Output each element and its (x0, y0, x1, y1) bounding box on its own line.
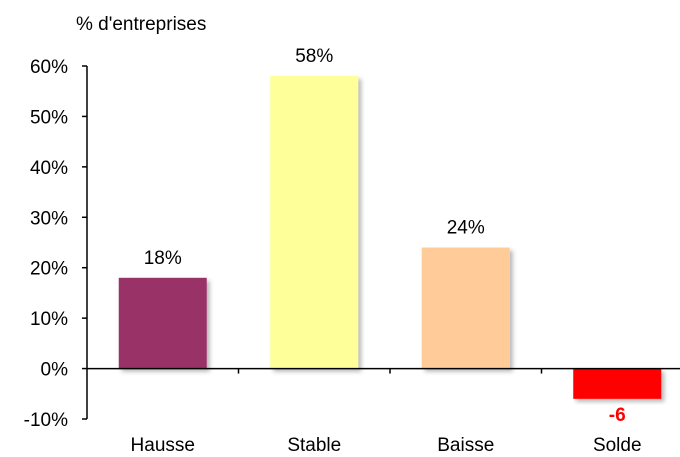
y-tick-label: 0% (41, 360, 69, 381)
bar-solde (573, 368, 662, 399)
y-axis-title: % d'entreprises (76, 14, 206, 35)
x-axis: Hausse Stable Baisse Solde (131, 435, 642, 456)
y-tick-label: 60% (30, 57, 68, 78)
x-tick-label-stable: Stable (287, 435, 341, 456)
bar-baisse (421, 247, 510, 369)
y-tick-label: 20% (30, 259, 68, 280)
data-label-stable: 58% (295, 46, 333, 67)
bars (118, 76, 662, 399)
x-tick-label-solde: Solde (593, 435, 642, 456)
y-tick-label: 50% (30, 107, 68, 128)
x-tick-label-hausse: Hausse (131, 435, 195, 456)
data-label-baisse: 24% (447, 218, 485, 239)
x-tick-label-baisse: Baisse (437, 435, 494, 456)
data-label-solde: -6 (609, 405, 626, 426)
axes (86, 66, 680, 419)
y-tick-label: -10% (24, 410, 68, 431)
bar-stable (270, 76, 359, 369)
bar-hausse (118, 277, 207, 369)
y-axis: 60% 50% 40% 30% 20% 10% 0% -10% (24, 57, 87, 431)
y-tick-label: 30% (30, 208, 68, 229)
data-label-hausse: 18% (144, 248, 182, 269)
y-tick-label: 10% (30, 309, 68, 330)
y-tick-label: 40% (30, 158, 68, 179)
data-labels: 18% 58% 24% -6 (144, 46, 626, 426)
